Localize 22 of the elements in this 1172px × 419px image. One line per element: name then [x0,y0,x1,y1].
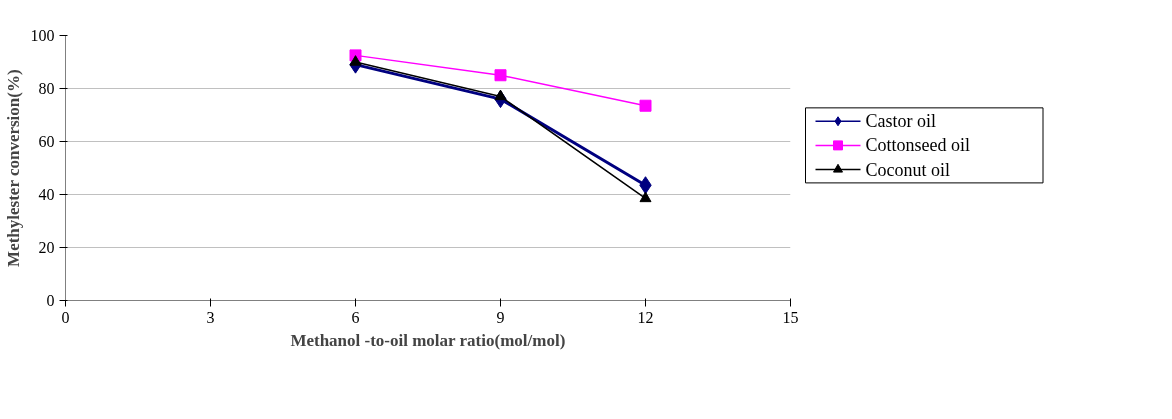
x-tick-label: 12 [637,308,654,326]
point [349,55,362,66]
legend-label: Coconut oil [865,159,950,180]
y-tick-label: 40 [38,186,55,203]
x-tick-label: 0 [61,308,70,326]
y-tick-label: 80 [38,80,55,97]
legend-label: Castor oil [865,111,936,132]
y-tick-label: 100 [30,27,55,44]
x-tick-label: 15 [782,308,799,326]
y-tick-label: 20 [38,239,55,256]
point [494,69,507,82]
x-axis-title: Methanol -to-oil molar ratio(mol/mol) [290,330,566,350]
x-tick-label: 3 [206,308,215,326]
point [639,99,652,112]
x-tick-label: 6 [351,308,360,326]
y-tick-label: 0 [46,292,55,309]
legend-label: Cottonseed oil [865,135,970,156]
point [494,89,507,101]
y-tick-label: 60 [38,133,55,150]
y-axis-title: Methylester conversion(%) [3,69,23,267]
x-tick-label: 9 [496,308,505,326]
point [639,191,652,203]
